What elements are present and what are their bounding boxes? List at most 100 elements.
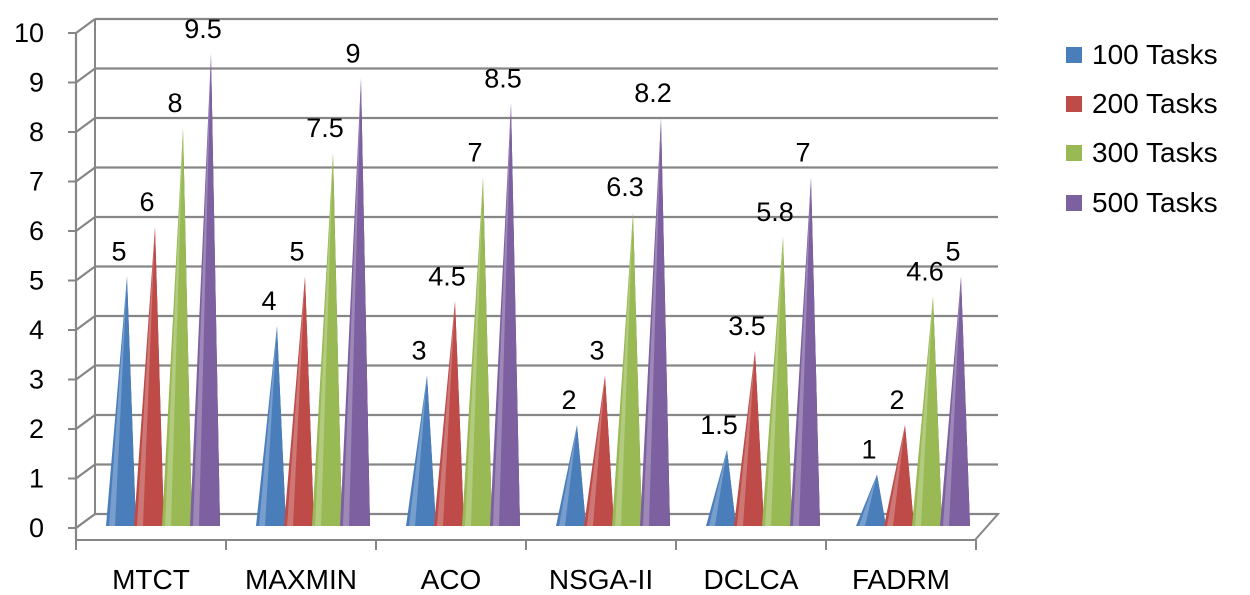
y-tick-label: 6 — [29, 216, 44, 246]
data-labels: 5689.5457.5934.578.5236.38.21.53.55.8712… — [111, 14, 960, 465]
x-tick-label: FADRM — [852, 564, 950, 595]
cone-highlight — [559, 425, 577, 526]
legend-item-100-tasks: 100 Tasks — [1066, 30, 1250, 79]
cone-highlight — [109, 276, 127, 526]
x-tick-label: NSGA-II — [549, 564, 653, 595]
cone-200-tasks-nsga-ii — [584, 375, 614, 526]
legend: 100 Tasks 200 Tasks 300 Tasks 500 Tasks — [1066, 30, 1250, 227]
legend-item-500-tasks: 500 Tasks — [1066, 178, 1250, 227]
y-tick-label: 5 — [29, 266, 44, 296]
x-tick-label: ACO — [421, 564, 482, 595]
data-label: 7 — [467, 138, 482, 168]
cone-300-tasks-mtct — [162, 128, 192, 526]
y-tick-label: 3 — [29, 365, 44, 395]
data-label: 1.5 — [700, 410, 738, 440]
cone-300-tasks-nsga-ii — [612, 212, 642, 526]
cone-500-tasks-maxmin — [340, 78, 370, 526]
data-label: 6.3 — [606, 172, 644, 202]
gridline-depth — [75, 265, 96, 282]
y-tick-label: 4 — [29, 315, 44, 345]
cone-200-tasks-maxmin — [284, 276, 314, 526]
cone-100-tasks-aco — [406, 375, 436, 526]
cone-highlight — [859, 474, 877, 526]
gridline-depth — [75, 67, 96, 84]
y-tick-label: 8 — [29, 117, 44, 147]
cone-100-tasks-fadrm — [856, 474, 886, 526]
cone-highlight — [165, 128, 183, 526]
cone-highlight — [765, 236, 783, 526]
cone-100-tasks-dclca — [706, 449, 736, 526]
gridline-depth — [75, 216, 96, 232]
data-label: 7 — [795, 138, 810, 168]
cone-highlight — [287, 276, 305, 526]
legend-swatch-500-tasks — [1066, 194, 1082, 211]
data-label: 5 — [111, 237, 126, 267]
cone-highlight — [493, 103, 511, 526]
cone-500-tasks-aco — [490, 103, 520, 526]
legend-swatch-100-tasks — [1066, 46, 1082, 63]
data-label: 5 — [289, 237, 304, 267]
data-label: 3 — [411, 336, 426, 366]
y-tick-label: 9 — [29, 68, 44, 98]
data-label: 5 — [945, 237, 960, 267]
data-label: 4.5 — [428, 261, 466, 291]
gridlines — [75, 17, 998, 529]
cone-500-tasks-nsga-ii — [640, 118, 670, 526]
gridline-depth — [75, 414, 96, 430]
legend-label: 200 Tasks — [1092, 87, 1218, 119]
cone-highlight — [587, 375, 605, 526]
cone-200-tasks-mtct — [134, 227, 164, 526]
cone-100-tasks-maxmin — [256, 326, 286, 526]
legend-label: 100 Tasks — [1092, 38, 1218, 70]
cone-highlight — [137, 227, 155, 526]
cone-highlight — [887, 425, 905, 526]
cone-500-tasks-fadrm — [940, 276, 970, 526]
legend-swatch-300-tasks — [1066, 145, 1082, 162]
data-label: 8 — [167, 88, 182, 118]
data-label: 1 — [861, 435, 876, 465]
x-tick-label: MAXMIN — [245, 564, 357, 595]
data-label: 2 — [561, 385, 576, 415]
data-label: 3.5 — [728, 311, 766, 341]
data-label: 8.5 — [484, 63, 522, 93]
y-tick-label: 2 — [29, 414, 44, 444]
cone-front-face — [762, 236, 792, 526]
legend-swatch-200-tasks — [1066, 95, 1082, 112]
data-label: 2 — [889, 385, 904, 415]
y-tick-label: 10 — [14, 18, 44, 48]
cone-front-face — [612, 212, 642, 526]
data-label: 8.2 — [634, 78, 672, 108]
cone-200-tasks-dclca — [734, 350, 764, 526]
y-tick-label: 0 — [29, 513, 44, 543]
gridline-depth — [75, 364, 96, 381]
data-label: 6 — [139, 187, 154, 217]
cone-highlight — [259, 326, 277, 526]
cone-300-tasks-dclca — [762, 236, 792, 526]
cone-highlight — [737, 350, 755, 526]
legend-item-200-tasks: 200 Tasks — [1066, 79, 1250, 128]
cone-300-tasks-maxmin — [312, 152, 342, 526]
cone-highlight — [709, 449, 727, 526]
cone-highlight — [409, 375, 427, 526]
gridline-depth — [75, 166, 96, 183]
cone-300-tasks-aco — [462, 177, 492, 526]
data-label: 4 — [261, 286, 276, 316]
legend-item-300-tasks: 300 Tasks — [1066, 129, 1250, 178]
cone-100-tasks-mtct — [106, 276, 136, 526]
gridline-depth — [75, 315, 96, 331]
gridline-depth — [75, 463, 96, 480]
cone-200-tasks-aco — [434, 301, 464, 526]
cone-100-tasks-nsga-ii — [556, 425, 586, 526]
x-tick-label: MTCT — [112, 564, 190, 595]
cone-highlight — [343, 78, 361, 526]
data-label: 9.5 — [184, 14, 222, 44]
cone-500-tasks-dclca — [790, 177, 820, 526]
cone-highlight — [193, 53, 211, 526]
cone-highlight — [643, 118, 661, 526]
cone-200-tasks-fadrm — [884, 425, 914, 526]
gridline-depth — [75, 18, 96, 34]
y-tick-label: 7 — [29, 167, 44, 197]
cone-highlight — [943, 276, 961, 526]
data-label: 9 — [345, 39, 360, 69]
